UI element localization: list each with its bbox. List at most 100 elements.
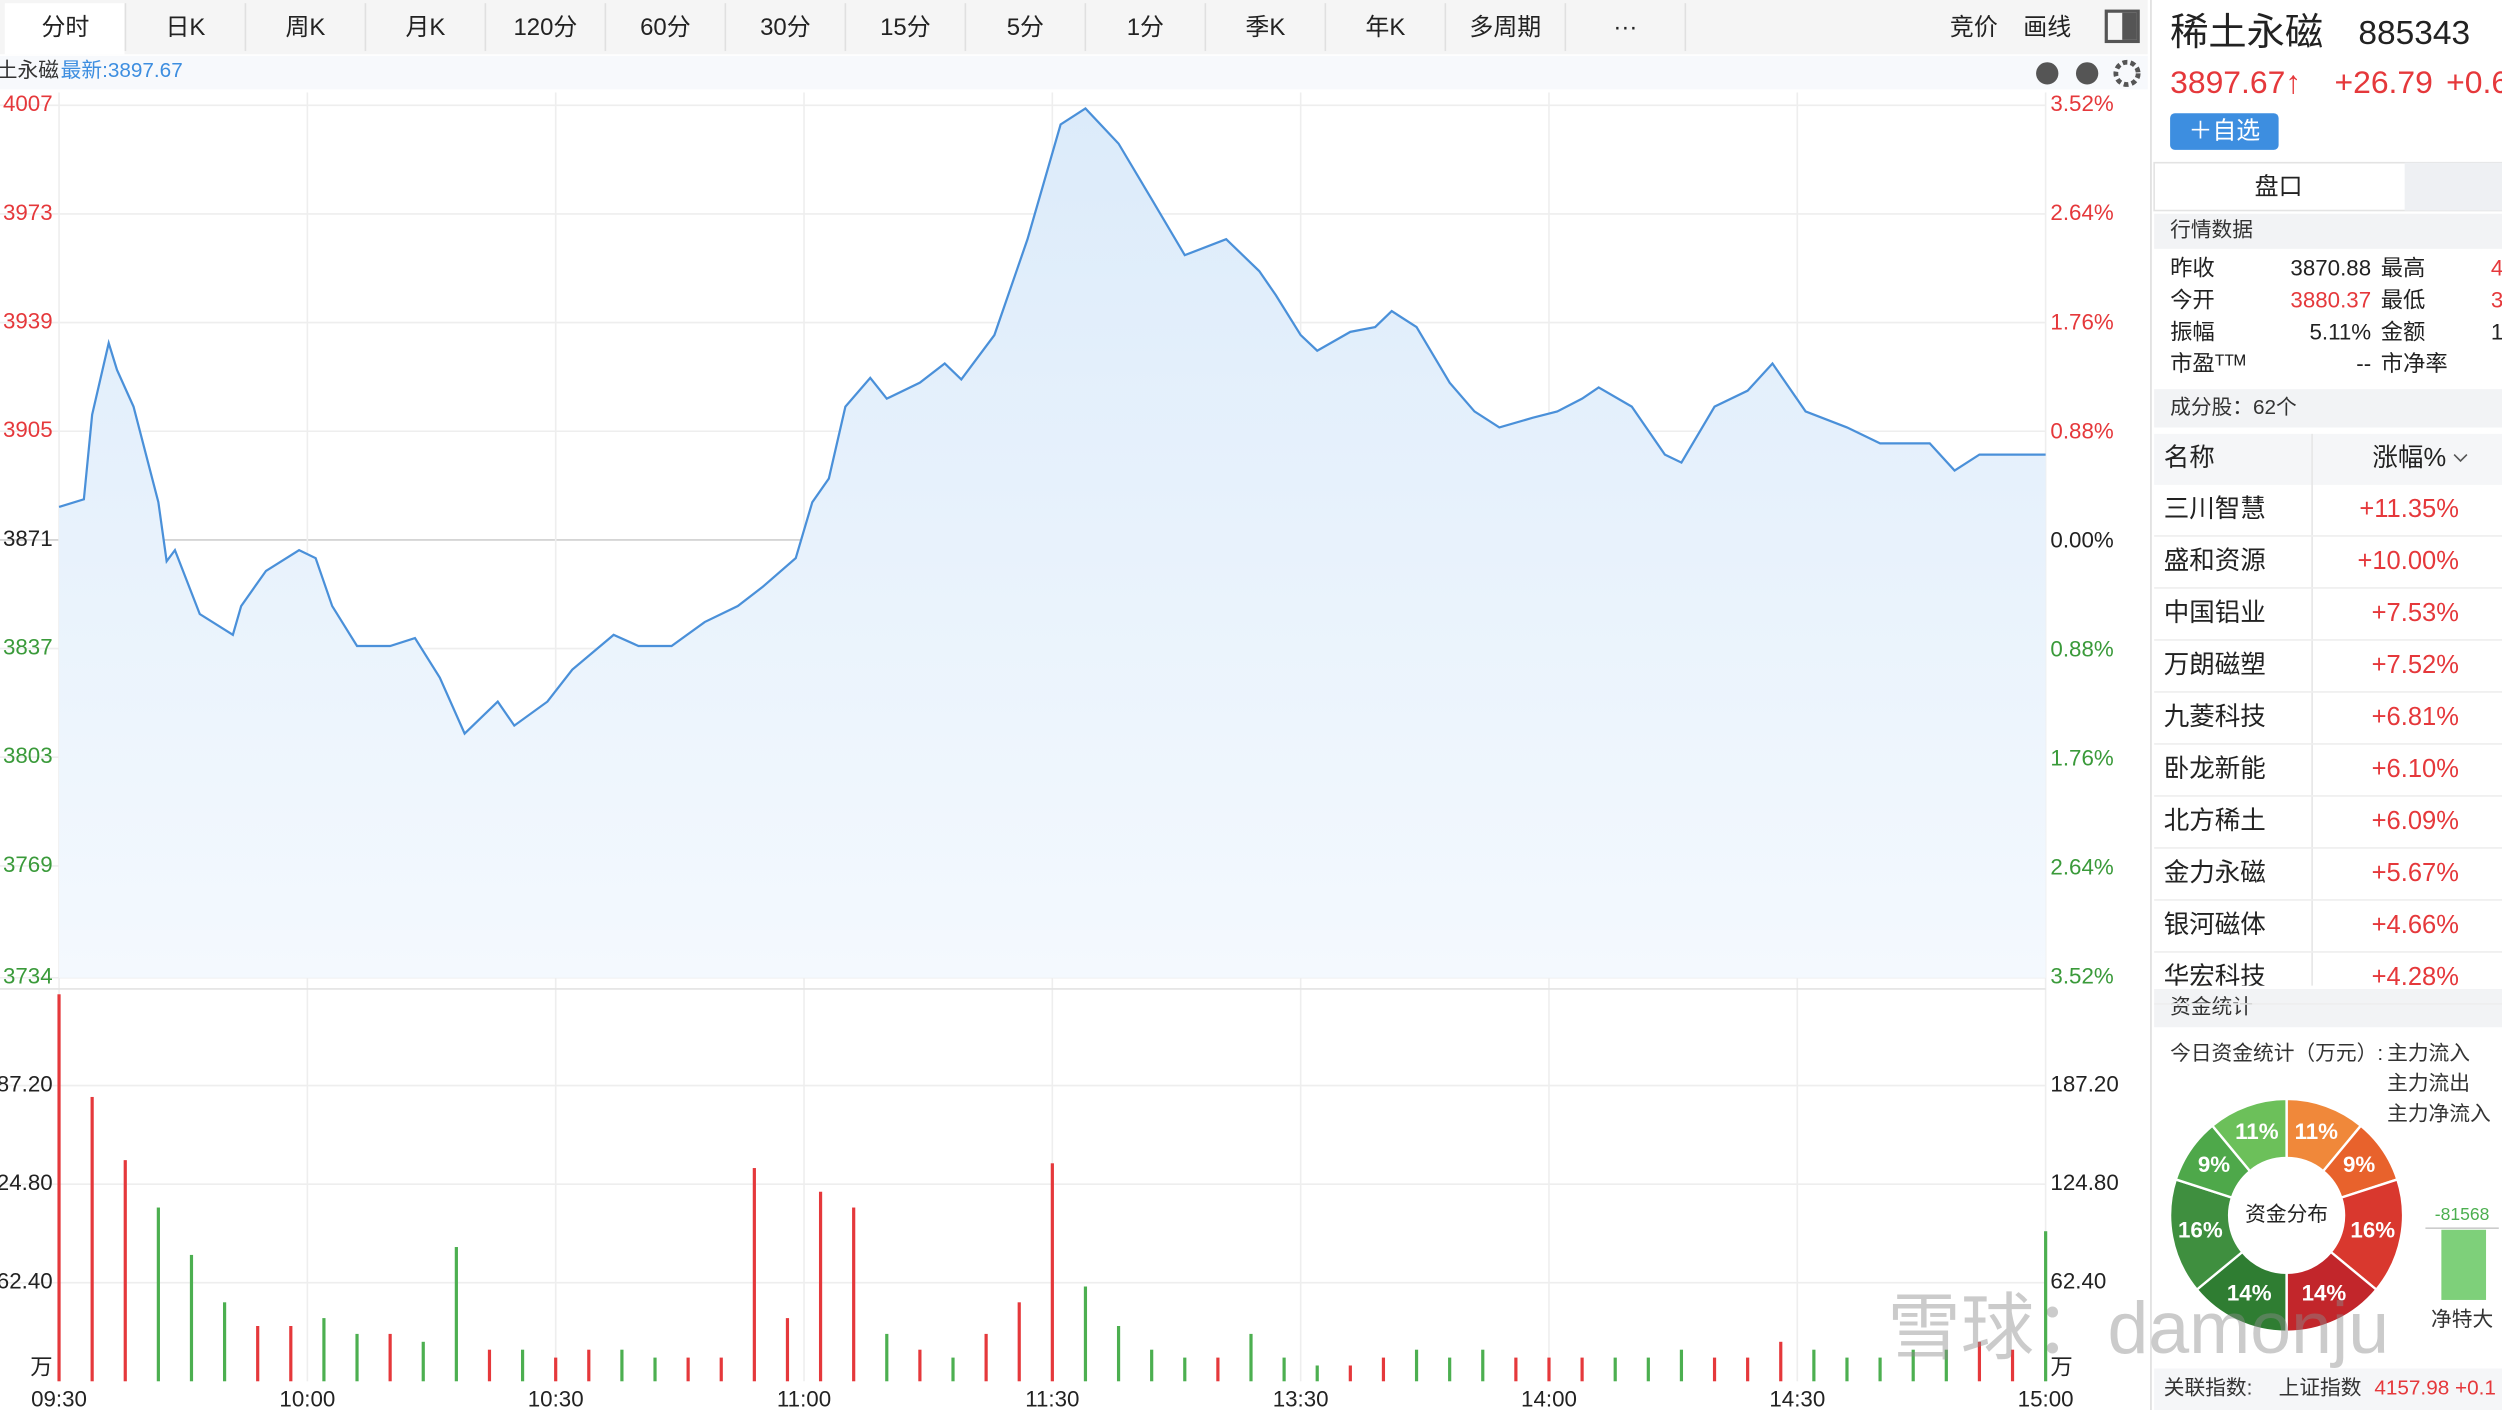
stock-name-cell[interactable]: 卧龙新能	[2164, 755, 2266, 783]
quote-label: 最高	[2381, 255, 2426, 280]
price-area	[59, 108, 2046, 978]
net-value: -81568	[2435, 1204, 2490, 1224]
unit-label: 万	[30, 1354, 52, 1379]
volume-bar	[785, 1318, 790, 1382]
stock-name-cell[interactable]: 金力永磁	[2164, 859, 2266, 887]
y2-tick-label: 124.80	[2050, 1170, 2118, 1195]
x-tick-label: 15:00	[2018, 1386, 2074, 1410]
settings[interactable]	[2113, 59, 2141, 87]
latest-price: 最新:3897.67	[61, 59, 183, 82]
quote-label: 市盈ᵀᵀᴹ	[2170, 351, 2245, 376]
stock-name-cell[interactable]: 九菱科技	[2164, 703, 2266, 731]
volume-bar	[984, 1333, 988, 1382]
pie-label: 16%	[2178, 1218, 2223, 1243]
index-band	[2154, 1368, 2502, 1410]
quote-value: --	[2356, 351, 2371, 376]
y2-tick-label: 2.64%	[2050, 200, 2113, 225]
quote-label: 金额	[2381, 319, 2426, 344]
volume-bar	[1083, 1286, 1088, 1382]
section-band	[2154, 988, 2502, 1028]
y-tick-label: 3871	[3, 526, 53, 551]
net-label: 净特大	[2431, 1308, 2493, 1331]
volume-bar	[2010, 1349, 2015, 1382]
stock-name-cell[interactable]: 银河磁体	[2164, 911, 2266, 939]
y2-tick-label: 3.52%	[2050, 91, 2113, 116]
section-band	[2154, 389, 2502, 428]
toolbar-tab[interactable]: 分时	[41, 14, 89, 41]
volume-bar	[189, 1254, 194, 1382]
stock-name-cell[interactable]: 盛和资源	[2164, 547, 2266, 575]
zoom-out[interactable]	[2075, 62, 2099, 85]
panel-tab[interactable]: 盘口	[2255, 174, 2303, 201]
volume-bar	[156, 1207, 160, 1382]
volume-bar	[1448, 1357, 1452, 1382]
volume-bar	[1381, 1357, 1386, 1382]
change-cell: +10.00%	[2357, 547, 2458, 575]
volume-bar	[355, 1333, 359, 1382]
pie-label: 9%	[2198, 1152, 2230, 1177]
toolbar-tab[interactable]: 季K	[1245, 14, 1285, 41]
pie-label: 9%	[2343, 1152, 2375, 1177]
table-header-band	[2154, 433, 2502, 485]
chart-header	[0, 55, 2148, 90]
toolbar-tab[interactable]: 30分	[760, 14, 811, 41]
volume-bar	[322, 1318, 326, 1382]
volume-bar	[1613, 1357, 1617, 1382]
quote-label: 振幅	[2170, 319, 2215, 344]
toolbar-tab[interactable]: 月K	[405, 14, 445, 41]
x-tick-label: 13:30	[1273, 1386, 1329, 1410]
volume-bar	[1150, 1349, 1154, 1382]
y-tick-label: 3803	[3, 743, 53, 768]
stock-name-cell[interactable]: 万朗磁塑	[2164, 651, 2266, 679]
pie-label: 14%	[2227, 1281, 2272, 1306]
layout-icon[interactable]	[2104, 9, 2140, 44]
toolbar-tab[interactable]: 60分	[640, 14, 691, 41]
quote-value: 3880.37	[2290, 287, 2371, 312]
volume-bar	[1779, 1341, 1783, 1382]
toolbar-tab[interactable]: ···	[1613, 14, 1637, 41]
toolbar-tab[interactable]: 周K	[285, 14, 325, 41]
volume-bar	[520, 1349, 525, 1382]
toolbar-tab[interactable]: 15分	[880, 14, 931, 41]
pie-label: 11%	[2295, 1119, 2339, 1144]
add-watch-button[interactable]	[2170, 113, 2279, 150]
toolbar-tab[interactable]: 120分	[513, 14, 577, 41]
toolbar-tab[interactable]: 5分	[1007, 14, 1044, 41]
quote-value: 5.11%	[2309, 319, 2371, 344]
toolbar-tab[interactable]: 1分	[1127, 14, 1164, 41]
y-tick-label: 124.80	[0, 1170, 53, 1195]
toolbar-tool[interactable]: 竞价	[1950, 14, 1998, 41]
table-header[interactable]: 涨幅%	[2372, 444, 2446, 472]
active-tab	[4, 3, 125, 55]
stock-name-cell[interactable]: 中国铝业	[2164, 599, 2266, 627]
volume-bar	[1845, 1357, 1849, 1382]
toolbar-tab[interactable]: 多周期	[1469, 14, 1541, 41]
y2-tick-label: 2.64%	[2050, 855, 2113, 880]
volume-bar	[818, 1191, 823, 1382]
y-tick-label: 3905	[3, 417, 53, 442]
zoom-in[interactable]	[2036, 62, 2059, 85]
volume-bar	[1216, 1357, 1220, 1382]
y-tick-label: 4007	[3, 91, 53, 116]
y-tick-label: 3837	[3, 634, 53, 659]
x-tick-label: 14:30	[1769, 1386, 1825, 1410]
stock-name-cell[interactable]: 北方稀土	[2164, 807, 2266, 835]
volume-bar	[1315, 1365, 1319, 1382]
y2-tick-label: 3.52%	[2050, 964, 2113, 989]
x-tick-label: 14:00	[1521, 1386, 1577, 1410]
stock-name-cell[interactable]: 三川智慧	[2164, 495, 2266, 523]
panel-tab-inactive[interactable]	[2404, 162, 2502, 211]
toolbar-tool[interactable]: 画线	[2023, 14, 2071, 41]
change-cell: +7.52%	[2372, 651, 2459, 679]
volume-bar	[388, 1333, 392, 1382]
volume-bar	[653, 1357, 657, 1382]
y2-tick-label: 0.00%	[2050, 527, 2113, 552]
add-watch-label[interactable]: ＋自选	[2188, 118, 2260, 145]
volume-bar	[752, 1168, 756, 1382]
quote-label: 市净率	[2381, 351, 2448, 376]
y2-tick-label: 0.88%	[2050, 636, 2113, 661]
volume-bar	[256, 1326, 260, 1382]
toolbar-tab[interactable]: 年K	[1365, 14, 1405, 41]
toolbar-tab[interactable]: 日K	[165, 14, 205, 41]
volume-bar	[1746, 1357, 1750, 1382]
